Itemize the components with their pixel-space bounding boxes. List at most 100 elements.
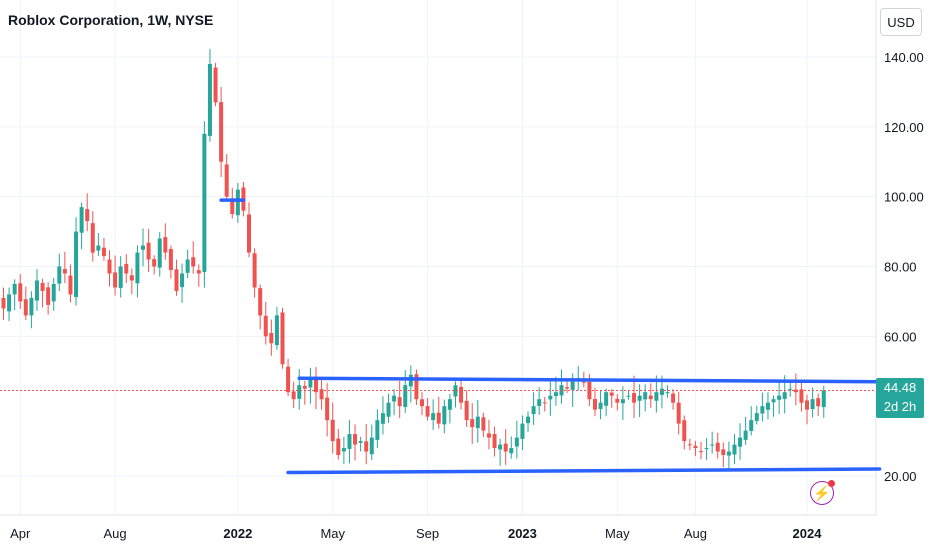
candle-body <box>492 434 497 449</box>
candle <box>174 259 179 296</box>
candle <box>648 383 653 408</box>
candle-body <box>152 259 157 267</box>
candle <box>738 423 743 460</box>
candle <box>598 389 603 420</box>
candle <box>180 263 185 303</box>
candle-body <box>503 443 508 452</box>
candle <box>12 279 17 311</box>
candle-body <box>481 417 486 431</box>
candle <box>799 380 804 412</box>
candle-body <box>810 399 815 410</box>
candle <box>79 202 84 250</box>
candle-body <box>548 395 553 400</box>
candle-body <box>96 245 101 251</box>
candle-body <box>710 444 715 446</box>
lightning-icon[interactable]: ⚡ <box>810 480 835 505</box>
candle-body <box>364 441 369 452</box>
candle-body <box>738 437 743 447</box>
candle-body <box>308 378 313 388</box>
candle <box>526 411 531 433</box>
candle-body <box>754 413 759 421</box>
currency-button[interactable]: USD <box>880 8 922 36</box>
candle <box>531 392 536 425</box>
candle <box>687 438 692 451</box>
trendline-resistance[interactable] <box>297 376 882 384</box>
candle-body <box>526 416 531 424</box>
candle <box>302 380 307 405</box>
candle-body <box>793 389 798 393</box>
candle <box>765 392 770 420</box>
candle <box>168 245 173 279</box>
candle-body <box>732 444 737 455</box>
candle <box>626 389 631 400</box>
candle-body <box>18 283 23 302</box>
candle <box>615 394 620 411</box>
time-tick-label: Aug <box>684 526 707 541</box>
candle-body <box>486 433 491 438</box>
candle <box>503 429 508 465</box>
candle <box>1 287 6 320</box>
trendlines[interactable] <box>219 198 882 475</box>
candle-body <box>191 257 196 267</box>
candle-body <box>252 253 257 288</box>
candle-body <box>581 381 586 383</box>
trendline-support[interactable] <box>286 467 882 475</box>
candle-body <box>34 280 39 301</box>
candle <box>805 394 810 425</box>
candle <box>291 381 296 408</box>
candle-body <box>85 209 90 222</box>
candle <box>520 415 525 451</box>
candle <box>442 399 447 434</box>
candle <box>732 434 737 464</box>
candle <box>749 406 754 436</box>
candle <box>113 255 118 296</box>
bar-countdown: 2d 2h <box>883 399 917 414</box>
candle <box>286 358 291 397</box>
candle-body <box>542 402 547 404</box>
price-axis-labels[interactable]: 140.00 120.00 100.00 80.00 60.00 20.00 <box>884 50 924 484</box>
time-tick-label: Apr <box>10 526 31 541</box>
candle-body <box>648 395 653 400</box>
candle <box>397 381 402 419</box>
candle <box>51 277 56 311</box>
candle <box>726 441 731 472</box>
candle <box>793 373 798 406</box>
candle-body <box>777 395 782 400</box>
candle <box>101 237 106 261</box>
candle-body <box>531 406 536 415</box>
candle-body <box>90 223 95 253</box>
candle-body <box>537 399 542 406</box>
candle <box>492 426 497 457</box>
price-tick-label: 120.00 <box>884 120 924 135</box>
candle <box>777 382 782 414</box>
candle-body <box>420 399 424 407</box>
candle <box>559 369 564 404</box>
candle-body <box>459 386 464 403</box>
candle-body <box>704 448 709 450</box>
candle-body <box>654 392 659 401</box>
candle <box>693 440 698 457</box>
candle-body <box>347 434 352 449</box>
candle <box>325 383 330 437</box>
time-axis-labels[interactable]: Apr Aug 2022 May Sep 2023 May Aug 2024 <box>10 526 822 541</box>
candle-body <box>598 402 603 409</box>
candle-body <box>643 392 648 400</box>
candle <box>481 412 486 438</box>
candle-body <box>816 398 821 407</box>
candle-body <box>699 451 703 453</box>
candle-body <box>280 312 285 365</box>
candle <box>308 367 313 404</box>
candle-body <box>174 269 179 291</box>
candle-body <box>341 448 346 452</box>
candle-body <box>12 283 17 295</box>
candle <box>665 385 670 398</box>
candle-body <box>146 242 151 260</box>
candle <box>263 301 268 345</box>
candle <box>392 388 397 416</box>
candle-body <box>40 282 45 291</box>
candle-body <box>319 389 324 400</box>
candle <box>743 416 748 445</box>
candle-body <box>659 388 664 395</box>
candle <box>330 402 335 454</box>
